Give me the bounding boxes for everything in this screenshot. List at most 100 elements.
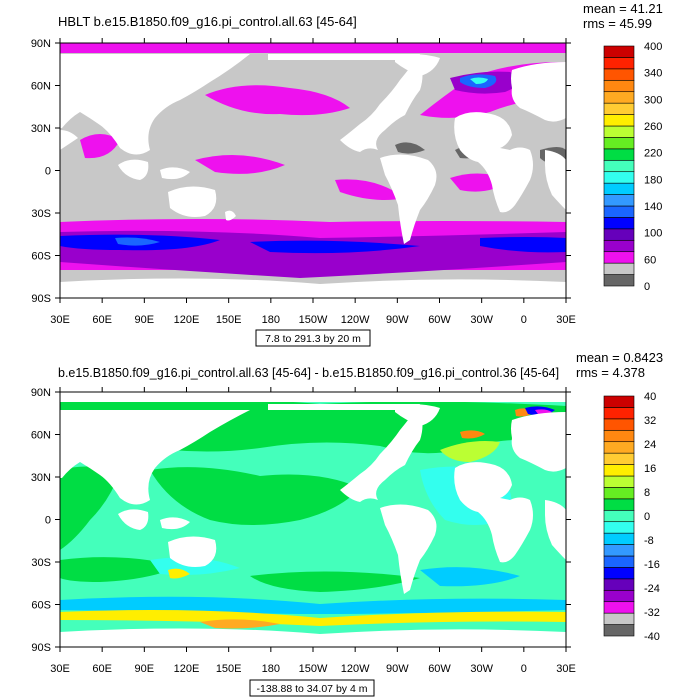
panel-2-lon-ticks: 30E 60E 90E 120E 150E 180 150W 120W 90W 60W 30W 0 30… [50, 387, 576, 675]
colorbar-label: 24 [644, 439, 656, 451]
colorbar-swatch [603, 182, 635, 195]
colorbar-swatch [603, 148, 635, 161]
colorbar-swatch [603, 239, 635, 253]
lon-tick-label: 60E [92, 314, 112, 326]
colorbar-swatch [603, 589, 635, 603]
panel-1-npac-field [205, 85, 350, 116]
lon-tick-label: 30W [470, 663, 493, 675]
colorbar-swatch [603, 418, 635, 431]
panel-1-indian-patch [80, 134, 120, 159]
lat-tick-label: 60S [31, 251, 51, 263]
lat-tick-label: 90S [31, 642, 51, 654]
colorbar-swatch [603, 475, 635, 488]
panel-1-title: HBLT b.e15.B1850.f09_g16.pi_control.all.… [58, 14, 357, 29]
lon-tick-label: 0 [521, 314, 527, 326]
colorbar-label: 0 [644, 281, 650, 293]
panel-2-land [60, 392, 566, 647]
panel-1: HBLT b.e15.B1850.f09_g16.pi_control.all.… [31, 1, 663, 347]
colorbar-swatch [603, 555, 635, 568]
colorbar-swatch [603, 532, 635, 545]
lon-tick-label: 120E [174, 663, 200, 675]
panel-1-southern-core [115, 237, 160, 246]
colorbar-swatch [603, 57, 635, 70]
lat-tick-label: 30N [31, 472, 51, 484]
colorbar-label: 340 [644, 68, 662, 80]
colorbar-swatch [603, 91, 635, 104]
colorbar-swatch [603, 624, 635, 637]
lat-tick-label: 60N [31, 430, 51, 442]
colorbar-swatch [603, 578, 635, 591]
lon-tick-label: 90E [135, 314, 155, 326]
lon-tick-label: 60W [428, 314, 451, 326]
colorbar-swatch [603, 262, 635, 275]
lat-tick-label: 30S [31, 208, 51, 220]
lon-tick-label: 30E [50, 663, 70, 675]
panel-2-rms: rms = 4.378 [576, 365, 645, 380]
colorbar-label: 400 [644, 41, 662, 53]
lon-tick-label: 60W [428, 663, 451, 675]
lon-tick-label: 150E [216, 663, 242, 675]
colorbar-label: 8 [644, 487, 650, 499]
lon-tick-label: 120W [341, 663, 370, 675]
colorbar-swatch [603, 45, 635, 58]
colorbar-label: -8 [644, 535, 654, 547]
colorbar-label: -16 [644, 559, 660, 571]
panel-1-contour-info-box [255, 329, 371, 347]
colorbar-swatch [603, 612, 635, 625]
colorbar-swatch [603, 464, 635, 477]
panel-2-contour-info: -138.88 to 34.07 by 4 m [257, 683, 368, 695]
panel-2-positive-field-3 [60, 557, 420, 592]
colorbar-label: -32 [644, 607, 660, 619]
panel-2-map [60, 392, 566, 647]
panel-2-orange-band [200, 619, 280, 629]
panel-2-contour-info-box [249, 679, 375, 697]
colorbar-swatch [603, 125, 635, 138]
panel-1-trop-pac-patch [195, 155, 285, 174]
panel-2-yellow-band [60, 610, 566, 626]
panel-1-colorbar: 0 60 100 140 180 220 260 300 340 400 [603, 41, 662, 293]
colorbar-swatch [603, 452, 635, 465]
colorbar-swatch [603, 407, 635, 420]
colorbar-swatch [603, 194, 635, 207]
lat-tick-label: 30S [31, 557, 51, 569]
colorbar-label: 220 [644, 148, 662, 160]
lon-tick-label: 30W [470, 314, 493, 326]
lat-tick-label: 90N [31, 38, 51, 50]
colorbar-swatch [603, 498, 635, 511]
panel-2-positive-field-2 [60, 466, 360, 550]
colorbar-swatch [603, 274, 635, 287]
panel-2-natl-pos [440, 441, 500, 462]
panel-1-lat-ticks: 90N 60N 30N 0 30S 60S 90S [31, 38, 571, 305]
colorbar-swatch [603, 509, 635, 523]
colorbar-swatch [603, 251, 635, 264]
lat-tick-label: 90S [31, 293, 51, 305]
colorbar-swatch [603, 601, 635, 614]
colorbar-label: 180 [644, 174, 662, 186]
lat-tick-label: 0 [45, 515, 51, 527]
lon-tick-label: 90E [135, 663, 155, 675]
colorbar-label: 260 [644, 121, 662, 133]
lon-tick-label: 0 [521, 663, 527, 675]
lon-tick-label: 30E [556, 314, 576, 326]
colorbar-swatch [603, 441, 635, 454]
lon-tick-label: 120W [341, 314, 370, 326]
colorbar-swatch [603, 521, 635, 534]
lon-tick-label: 30E [556, 663, 576, 675]
lon-tick-label: 180 [262, 663, 280, 675]
lon-tick-label: 120E [174, 314, 200, 326]
colorbar-swatch [603, 228, 635, 241]
colorbar-label: -40 [644, 631, 660, 643]
panel-1-natl-core [470, 77, 488, 84]
colorbar-swatch [603, 395, 635, 408]
lat-tick-label: 60N [31, 81, 51, 93]
colorbar-label: 16 [644, 463, 656, 475]
colorbar-swatch [603, 114, 635, 127]
panel-2-title: b.e15.B1850.f09_g16.pi_control.all.63 [4… [58, 366, 559, 380]
lat-tick-label: 0 [45, 166, 51, 178]
colorbar-label: 140 [644, 201, 662, 213]
colorbar-swatch [603, 567, 635, 580]
panel-2-lat-ticks: 90N 60N 30N 0 30S 60S 90S [31, 387, 571, 654]
panel-1-lon-ticks: 30E 60E 90E 120E 150E 180 150W 120W 90W 60W 30W 0 30… [50, 38, 576, 326]
colorbar-swatch [603, 217, 635, 230]
